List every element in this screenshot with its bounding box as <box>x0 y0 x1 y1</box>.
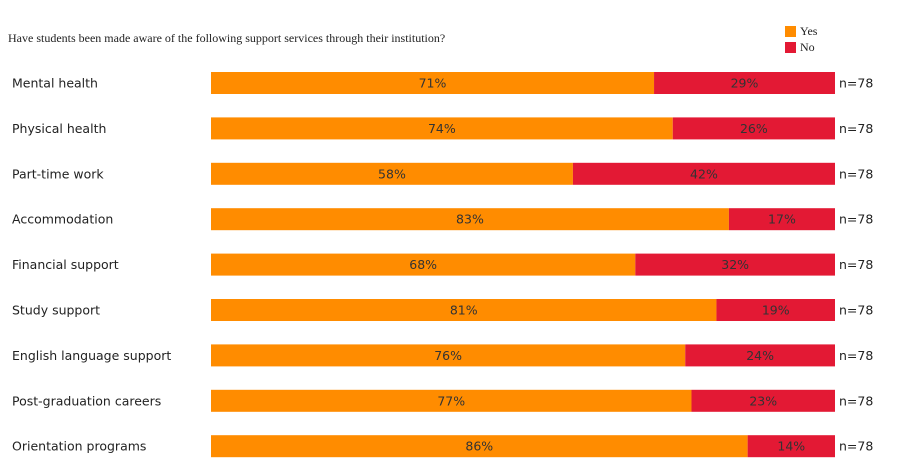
legend-label-yes: Yes <box>800 23 818 38</box>
bar-segment-no <box>728 208 835 231</box>
category-label: Post-graduation careers <box>12 393 161 408</box>
n-label: n=78 <box>839 348 873 363</box>
category-label: Part-time work <box>12 166 104 181</box>
data-label-no: 19% <box>762 303 790 318</box>
data-label-yes: 74% <box>428 121 456 136</box>
data-label-yes: 76% <box>434 348 462 363</box>
legend: Yes No <box>785 23 817 55</box>
n-label: n=78 <box>839 212 873 227</box>
data-label-yes: 58% <box>378 166 406 181</box>
category-label: Mental health <box>12 76 98 91</box>
bar-segment-yes <box>211 253 636 276</box>
bar-segment-yes <box>211 389 692 412</box>
data-label-yes: 71% <box>419 76 447 91</box>
bar-segment-yes <box>211 435 748 458</box>
legend-item-no: No <box>785 39 817 55</box>
n-label: n=78 <box>839 166 873 181</box>
data-label-yes: 81% <box>450 303 478 318</box>
n-label: n=78 <box>839 393 873 408</box>
data-label-no: 32% <box>721 257 749 272</box>
data-label-no: 24% <box>746 348 774 363</box>
data-label-no: 14% <box>777 439 805 454</box>
data-label-yes: 68% <box>409 257 437 272</box>
n-label: n=78 <box>839 76 873 91</box>
bar-segment-no <box>747 435 835 458</box>
bar-segment-yes <box>211 208 729 231</box>
n-label: n=78 <box>839 439 873 454</box>
legend-swatch-yes <box>785 25 796 37</box>
chart-title: Have students been made aware of the fol… <box>8 31 446 45</box>
data-label-no: 42% <box>690 166 718 181</box>
data-label-no: 26% <box>740 121 768 136</box>
n-label: n=78 <box>839 121 873 136</box>
bar-segment-yes <box>211 162 573 185</box>
bar-segment-no <box>685 344 835 367</box>
bar-segment-no <box>654 72 835 94</box>
category-label: Physical health <box>12 121 106 136</box>
category-label: English language support <box>12 348 171 363</box>
category-label: Orientation programs <box>12 439 146 454</box>
category-label: Study support <box>12 303 100 318</box>
data-label-yes: 83% <box>456 212 484 227</box>
bar-segment-yes <box>211 72 655 94</box>
data-label-no: 17% <box>768 212 796 227</box>
legend-item-yes: Yes <box>785 23 817 39</box>
category-label: Financial support <box>12 257 119 272</box>
n-label: n=78 <box>839 257 873 272</box>
bar-segment-no <box>635 253 835 276</box>
category-label: Accommodation <box>12 212 113 227</box>
bar-segment-yes <box>211 117 673 140</box>
data-label-no: 29% <box>731 76 759 91</box>
bar-segment-no <box>716 299 835 321</box>
n-label: n=78 <box>839 303 873 318</box>
bar-segment-no <box>691 389 835 412</box>
legend-label-no: No <box>800 39 815 54</box>
bar-segment-yes <box>211 299 717 321</box>
data-label-no: 23% <box>749 393 777 408</box>
data-label-yes: 77% <box>437 393 465 408</box>
bar-segment-yes <box>211 344 686 367</box>
data-label-yes: 86% <box>465 439 493 454</box>
bar-segment-no <box>672 117 835 140</box>
bar-segment-no <box>572 162 835 185</box>
legend-swatch-no <box>785 41 796 53</box>
